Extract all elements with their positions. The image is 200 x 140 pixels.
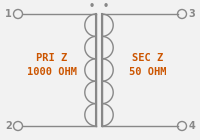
Text: 2: 2 [5,121,12,131]
Text: •: • [89,1,95,11]
Text: •: • [103,1,109,11]
Text: 1000 OHM: 1000 OHM [27,67,77,77]
Text: 4: 4 [188,121,195,131]
Text: 1: 1 [5,9,12,19]
Text: 3: 3 [188,9,195,19]
Text: 50 OHM: 50 OHM [129,67,167,77]
Text: SEC Z: SEC Z [132,53,164,63]
Text: PRI Z: PRI Z [36,53,68,63]
